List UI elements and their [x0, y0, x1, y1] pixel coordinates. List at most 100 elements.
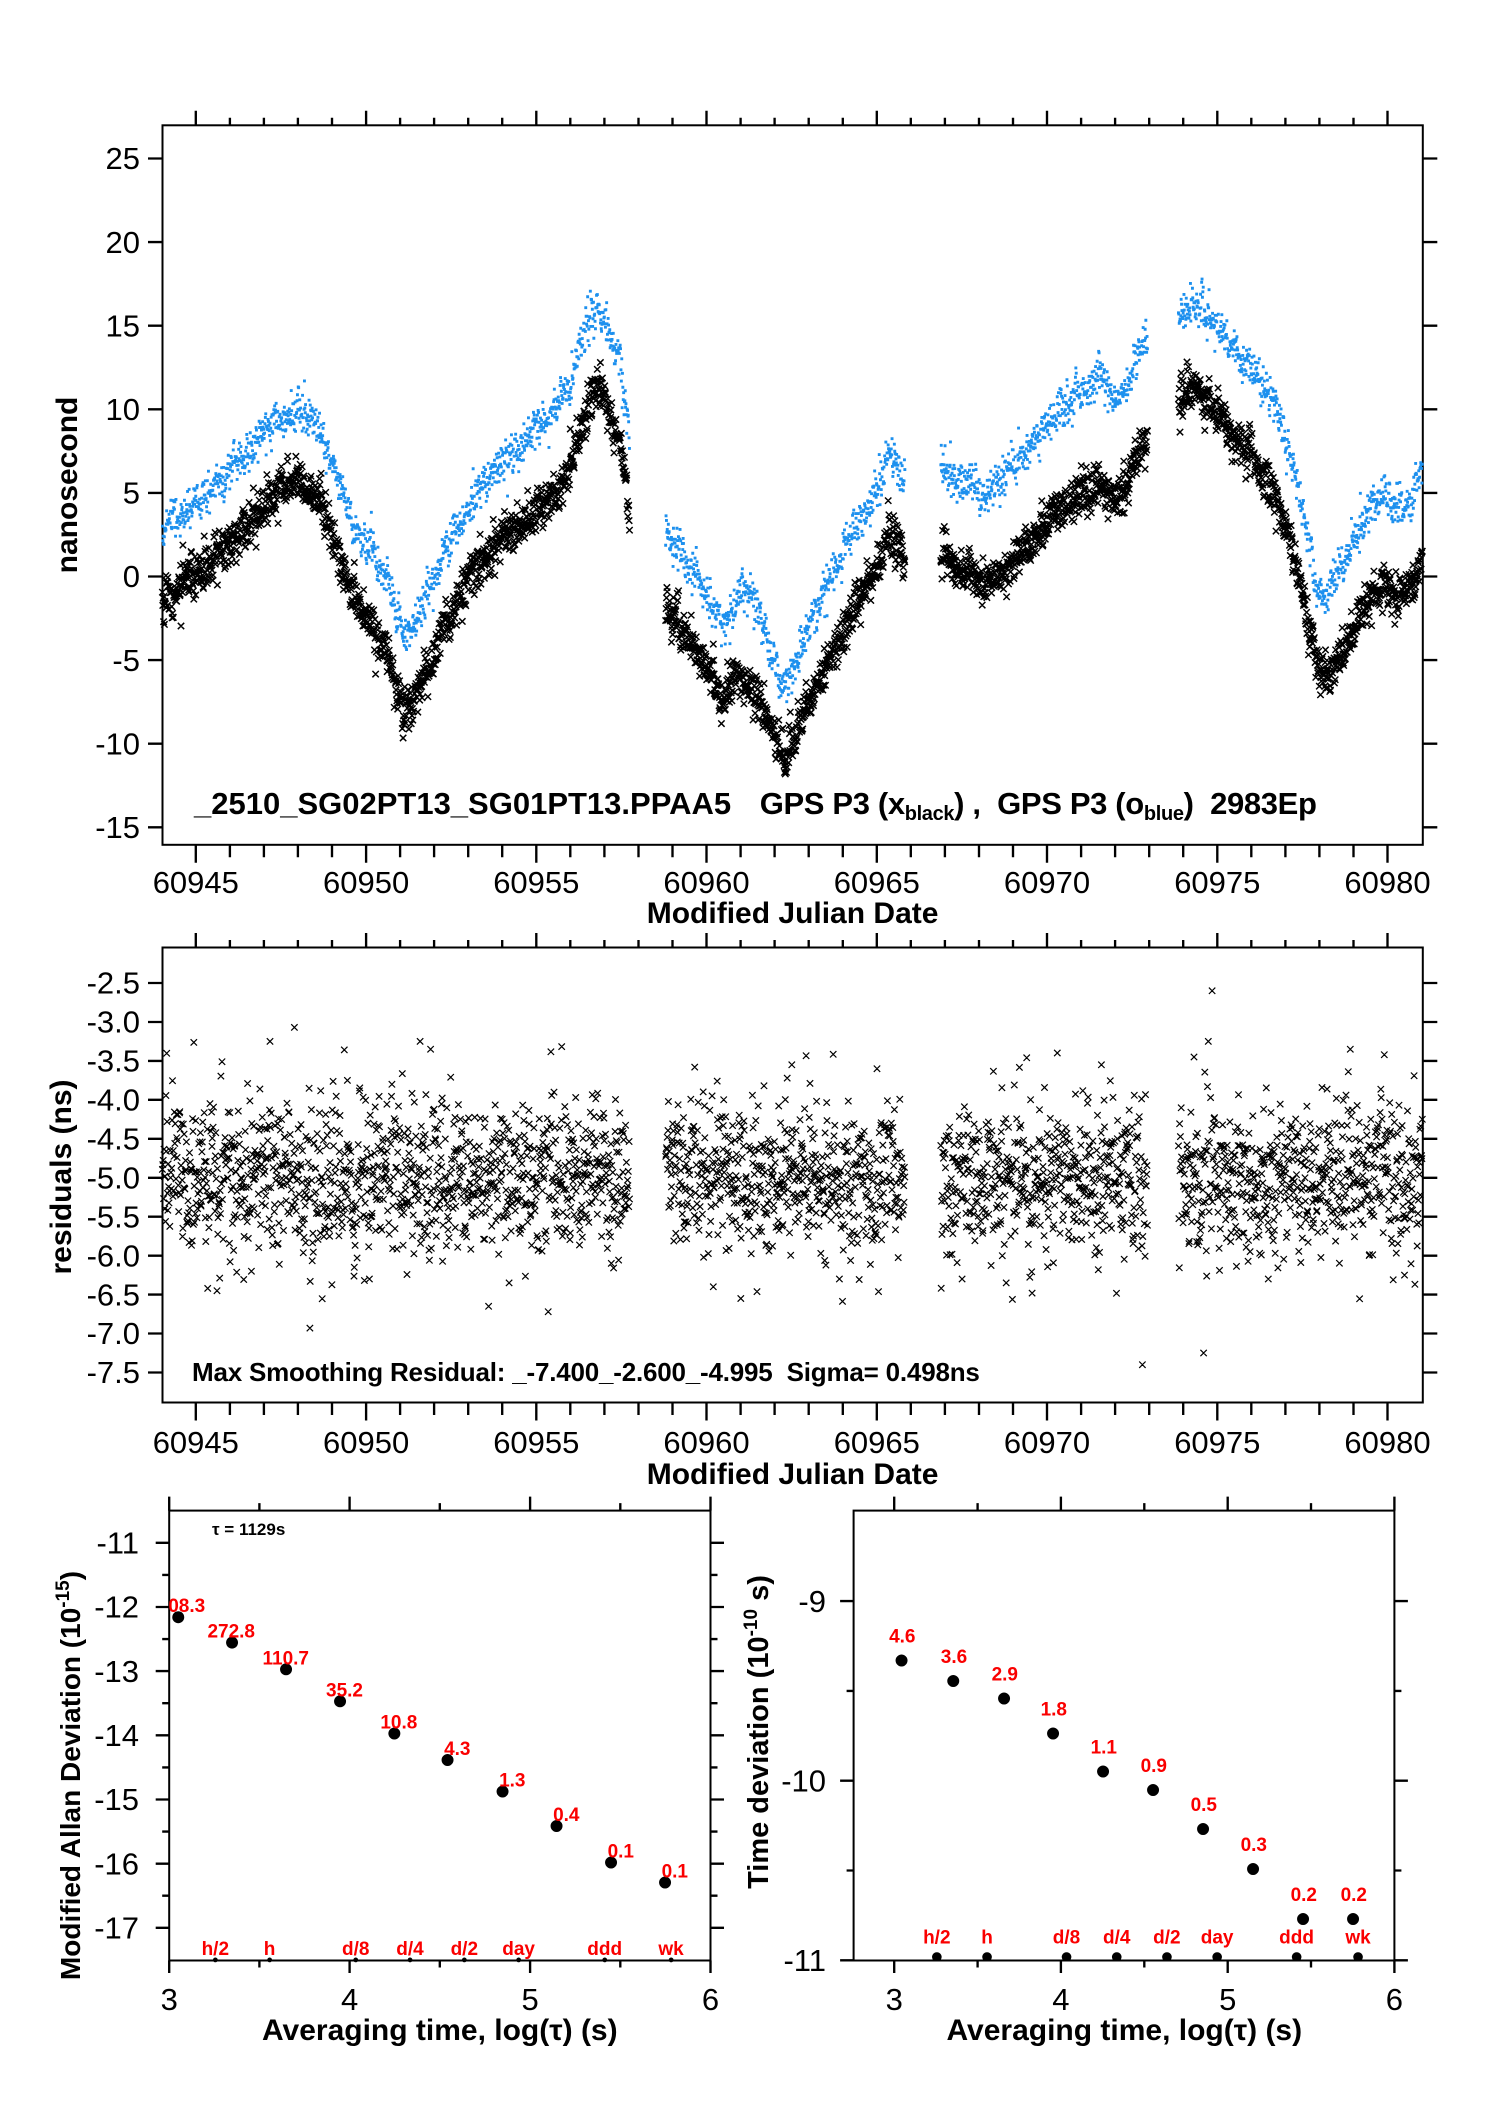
svg-text:d/8: d/8 — [342, 1939, 369, 1960]
svg-text:1.3: 1.3 — [499, 1771, 525, 1792]
svg-text:day: day — [1201, 1928, 1234, 1949]
svg-text:wk: wk — [657, 1939, 684, 1960]
svg-text:0.3: 0.3 — [1241, 1835, 1267, 1856]
svg-text:-13: -13 — [94, 1654, 139, 1689]
svg-text:d/8: d/8 — [1053, 1928, 1080, 1949]
svg-text:-4.5: -4.5 — [87, 1122, 140, 1157]
svg-text:10: 10 — [106, 392, 140, 427]
svg-text:-5: -5 — [112, 643, 140, 678]
svg-text:60945: 60945 — [153, 865, 239, 900]
svg-text:Max Smoothing Residual: _-7.40: Max Smoothing Residual: _-7.400_-2.600_-… — [192, 1357, 980, 1387]
svg-text:60975: 60975 — [1174, 1425, 1260, 1460]
svg-text:-6.0: -6.0 — [87, 1238, 140, 1273]
svg-text:5: 5 — [1219, 1982, 1236, 2017]
svg-text:-11: -11 — [783, 1943, 826, 1978]
svg-text:6: 6 — [702, 1982, 719, 2017]
svg-text:20: 20 — [106, 225, 140, 260]
svg-text:60970: 60970 — [1004, 1425, 1090, 1460]
svg-text:60965: 60965 — [834, 865, 920, 900]
svg-text:-4.0: -4.0 — [87, 1083, 140, 1118]
svg-text:h: h — [264, 1939, 276, 1960]
svg-text:60955: 60955 — [493, 865, 579, 900]
svg-text:h/2: h/2 — [202, 1939, 229, 1960]
svg-text:60960: 60960 — [663, 1425, 749, 1460]
svg-text:-15: -15 — [94, 1782, 139, 1817]
svg-text:Modified Julian Date: Modified Julian Date — [647, 1458, 939, 1491]
svg-text:0.1: 0.1 — [662, 1862, 689, 1883]
svg-text:60965: 60965 — [834, 1425, 920, 1460]
svg-text:-5.0: -5.0 — [87, 1161, 140, 1196]
svg-text:0.2: 0.2 — [1341, 1885, 1367, 1906]
svg-text:τ = 1129s: τ = 1129s — [212, 1520, 285, 1539]
svg-text:h/2: h/2 — [923, 1928, 950, 1949]
svg-text:0.5: 0.5 — [1191, 1795, 1218, 1816]
svg-text:60950: 60950 — [323, 1425, 409, 1460]
svg-text:4.6: 4.6 — [889, 1627, 915, 1648]
svg-text:60945: 60945 — [153, 1425, 239, 1460]
svg-text:-16: -16 — [94, 1846, 139, 1881]
svg-text:60975: 60975 — [1174, 865, 1260, 900]
svg-text:4: 4 — [1052, 1982, 1069, 2017]
svg-text:Averaging time, log(τ) (s): Averaging time, log(τ) (s) — [262, 2014, 618, 2047]
svg-text:0: 0 — [123, 559, 140, 594]
svg-text:d/4: d/4 — [396, 1939, 424, 1960]
svg-text:08.3: 08.3 — [168, 1596, 205, 1617]
svg-text:-17: -17 — [94, 1911, 139, 1946]
svg-text:1.1: 1.1 — [1091, 1738, 1118, 1759]
svg-text:60955: 60955 — [493, 1425, 579, 1460]
svg-text:-6.5: -6.5 — [87, 1277, 140, 1312]
svg-text:5: 5 — [521, 1982, 538, 2017]
svg-text:4.3: 4.3 — [444, 1739, 470, 1760]
svg-text:Modified Julian Date: Modified Julian Date — [647, 897, 939, 930]
svg-text:4: 4 — [341, 1982, 358, 2017]
svg-text:Time deviation (10-10 s): Time deviation (10-10 s) — [741, 1575, 775, 1889]
svg-text:ddd: ddd — [587, 1939, 622, 1960]
svg-text:nanosecond: nanosecond — [51, 397, 84, 574]
svg-text:h: h — [981, 1928, 993, 1949]
svg-text:2.9: 2.9 — [992, 1665, 1018, 1686]
svg-text:15: 15 — [106, 308, 140, 343]
svg-text:-3.0: -3.0 — [87, 1005, 140, 1040]
svg-text:ddd: ddd — [1279, 1928, 1314, 1949]
svg-text:1.8: 1.8 — [1041, 1700, 1067, 1721]
svg-text:0.4: 0.4 — [553, 1805, 580, 1826]
svg-text:3: 3 — [886, 1982, 903, 2017]
svg-text:-7.0: -7.0 — [87, 1316, 140, 1351]
svg-text:-12: -12 — [94, 1590, 139, 1625]
svg-text:-7.5: -7.5 — [87, 1355, 140, 1390]
svg-text:-10: -10 — [95, 726, 140, 761]
svg-text:-11: -11 — [96, 1526, 139, 1561]
svg-text:residuals (ns): residuals (ns) — [45, 1079, 78, 1274]
svg-text:-14: -14 — [94, 1718, 139, 1753]
svg-text:-10: -10 — [781, 1763, 826, 1798]
svg-text:0.9: 0.9 — [1141, 1756, 1167, 1777]
svg-text:_2510_SG02PT13_SG01PT13.PPAA5: _2510_SG02PT13_SG01PT13.PPAA5 — [193, 786, 731, 821]
svg-text:6: 6 — [1386, 1982, 1403, 2017]
svg-text:d/4: d/4 — [1103, 1928, 1131, 1949]
svg-text:35.2: 35.2 — [326, 1680, 363, 1701]
svg-text:-3.5: -3.5 — [87, 1044, 140, 1079]
svg-text:272.8: 272.8 — [207, 1622, 255, 1643]
svg-text:d/2: d/2 — [1153, 1928, 1180, 1949]
svg-text:Modified Allan Deviation (10-1: Modified Allan Deviation (10-15) — [53, 1571, 86, 1980]
svg-text:day: day — [502, 1939, 535, 1960]
svg-text:60980: 60980 — [1344, 865, 1430, 900]
svg-text:25: 25 — [106, 141, 140, 176]
svg-text:-9: -9 — [798, 1584, 826, 1619]
svg-text:Averaging time, log(τ) (s): Averaging time, log(τ) (s) — [946, 2014, 1302, 2047]
svg-text:60980: 60980 — [1344, 1425, 1430, 1460]
svg-text:GPS P3 (xblack) , GPS P3 (obl: GPS P3 (xblack) , GPS P3 (oblue) 2983Ep — [760, 786, 1317, 825]
svg-text:5: 5 — [123, 476, 140, 511]
svg-text:-15: -15 — [95, 810, 140, 845]
svg-text:3.6: 3.6 — [941, 1647, 967, 1668]
svg-text:60970: 60970 — [1004, 865, 1090, 900]
svg-text:d/2: d/2 — [451, 1939, 478, 1960]
svg-text:110.7: 110.7 — [263, 1648, 310, 1669]
svg-text:3: 3 — [161, 1982, 178, 2017]
svg-text:wk: wk — [1344, 1928, 1371, 1949]
svg-text:0.2: 0.2 — [1291, 1885, 1317, 1906]
svg-text:-2.5: -2.5 — [87, 966, 140, 1001]
svg-text:0.1: 0.1 — [608, 1842, 635, 1863]
svg-text:60950: 60950 — [323, 865, 409, 900]
svg-text:10.8: 10.8 — [380, 1713, 417, 1734]
